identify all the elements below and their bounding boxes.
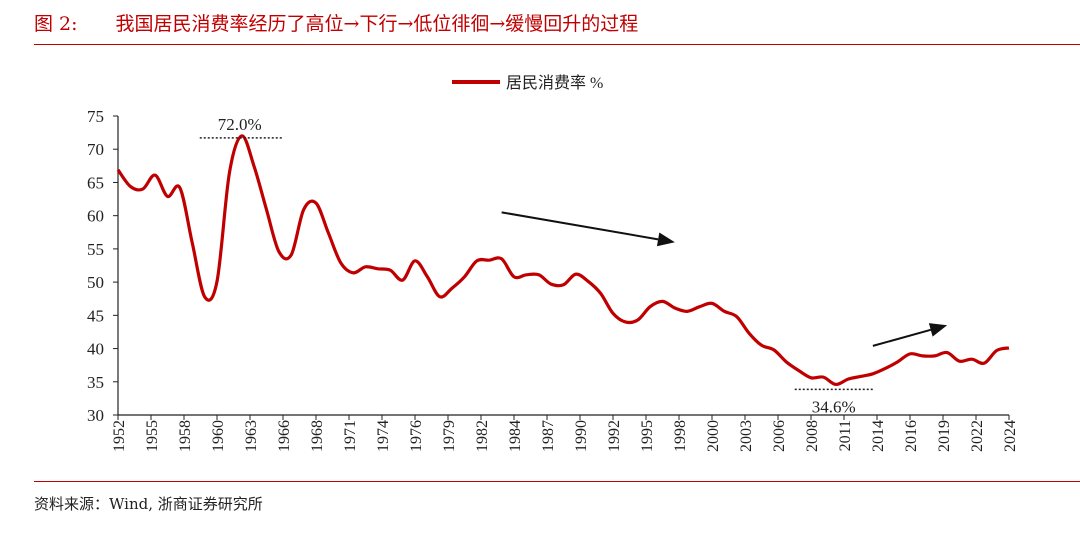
x-tick-label: 1982 bbox=[474, 420, 491, 452]
x-tick-label: 2008 bbox=[804, 420, 821, 452]
x-tick-label: 2011 bbox=[837, 420, 854, 451]
x-tick-label: 1952 bbox=[111, 420, 128, 452]
top-divider bbox=[34, 44, 1080, 45]
y-tick-label: 70 bbox=[87, 140, 104, 159]
figure-title: 图 2: 我国居民消费率经历了高位→下行→低位徘徊→缓慢回升的过程 bbox=[34, 9, 638, 36]
y-tick-label: 30 bbox=[87, 406, 104, 425]
figure-label: 图 2: bbox=[34, 13, 78, 35]
x-tick-label: 1971 bbox=[342, 420, 359, 452]
x-tick-label: 1979 bbox=[441, 420, 458, 452]
series-line bbox=[116, 134, 1010, 387]
trend-arrow-down bbox=[501, 211, 659, 241]
x-tick-label: 1992 bbox=[606, 420, 623, 452]
x-tick-label: 1968 bbox=[309, 420, 326, 452]
legend: 居民消费率 % bbox=[452, 74, 603, 92]
legend-label: 居民消费率 % bbox=[506, 74, 603, 92]
y-tick-label: 45 bbox=[87, 306, 104, 325]
x-tick-label: 2022 bbox=[969, 420, 986, 452]
source-note: 资料来源：Wind, 浙商证券研究所 bbox=[34, 495, 263, 513]
arrowhead-icon bbox=[928, 323, 948, 337]
bottom-divider bbox=[34, 481, 1080, 482]
x-tick-label: 2000 bbox=[705, 420, 722, 452]
y-tick-label: 60 bbox=[87, 207, 104, 226]
y-tick-label: 40 bbox=[87, 340, 104, 359]
x-tick-label: 1966 bbox=[276, 420, 293, 452]
x-tick-label: 1976 bbox=[408, 420, 425, 452]
x-tick-label: 1958 bbox=[177, 420, 194, 452]
x-tick-label: 1974 bbox=[375, 420, 392, 452]
y-tick-label: 75 bbox=[87, 107, 104, 126]
x-tick-label: 2014 bbox=[870, 420, 887, 452]
arrowhead-icon bbox=[656, 232, 675, 247]
y-tick-label: 65 bbox=[87, 173, 104, 192]
x-tick-label: 2003 bbox=[738, 420, 755, 452]
x-tick-label: 1998 bbox=[672, 420, 689, 452]
max-annotation: 72.0% bbox=[218, 115, 262, 134]
x-tick-label: 2006 bbox=[771, 420, 788, 452]
y-tick-label: 50 bbox=[87, 273, 104, 292]
y-tick-label: 35 bbox=[87, 373, 104, 392]
x-tick-label: 1995 bbox=[639, 420, 656, 452]
x-tick-label: 1960 bbox=[210, 420, 227, 452]
min-annotation: 34.6% bbox=[812, 397, 856, 416]
x-tick-label: 2016 bbox=[903, 420, 920, 452]
x-tick-label: 1955 bbox=[144, 420, 161, 452]
x-tick-label: 2019 bbox=[936, 420, 953, 452]
x-tick-label: 1984 bbox=[507, 420, 524, 452]
figure-title-text: 我国居民消费率经历了高位→下行→低位徘徊→缓慢回升的过程 bbox=[115, 13, 639, 35]
x-tick-label: 2024 bbox=[1002, 420, 1019, 452]
x-tick-label: 1990 bbox=[573, 420, 590, 452]
x-tick-label: 1963 bbox=[243, 420, 260, 452]
trend-arrow-up bbox=[872, 328, 932, 347]
x-tick-label: 1987 bbox=[540, 420, 557, 452]
y-tick-label: 55 bbox=[87, 240, 104, 259]
